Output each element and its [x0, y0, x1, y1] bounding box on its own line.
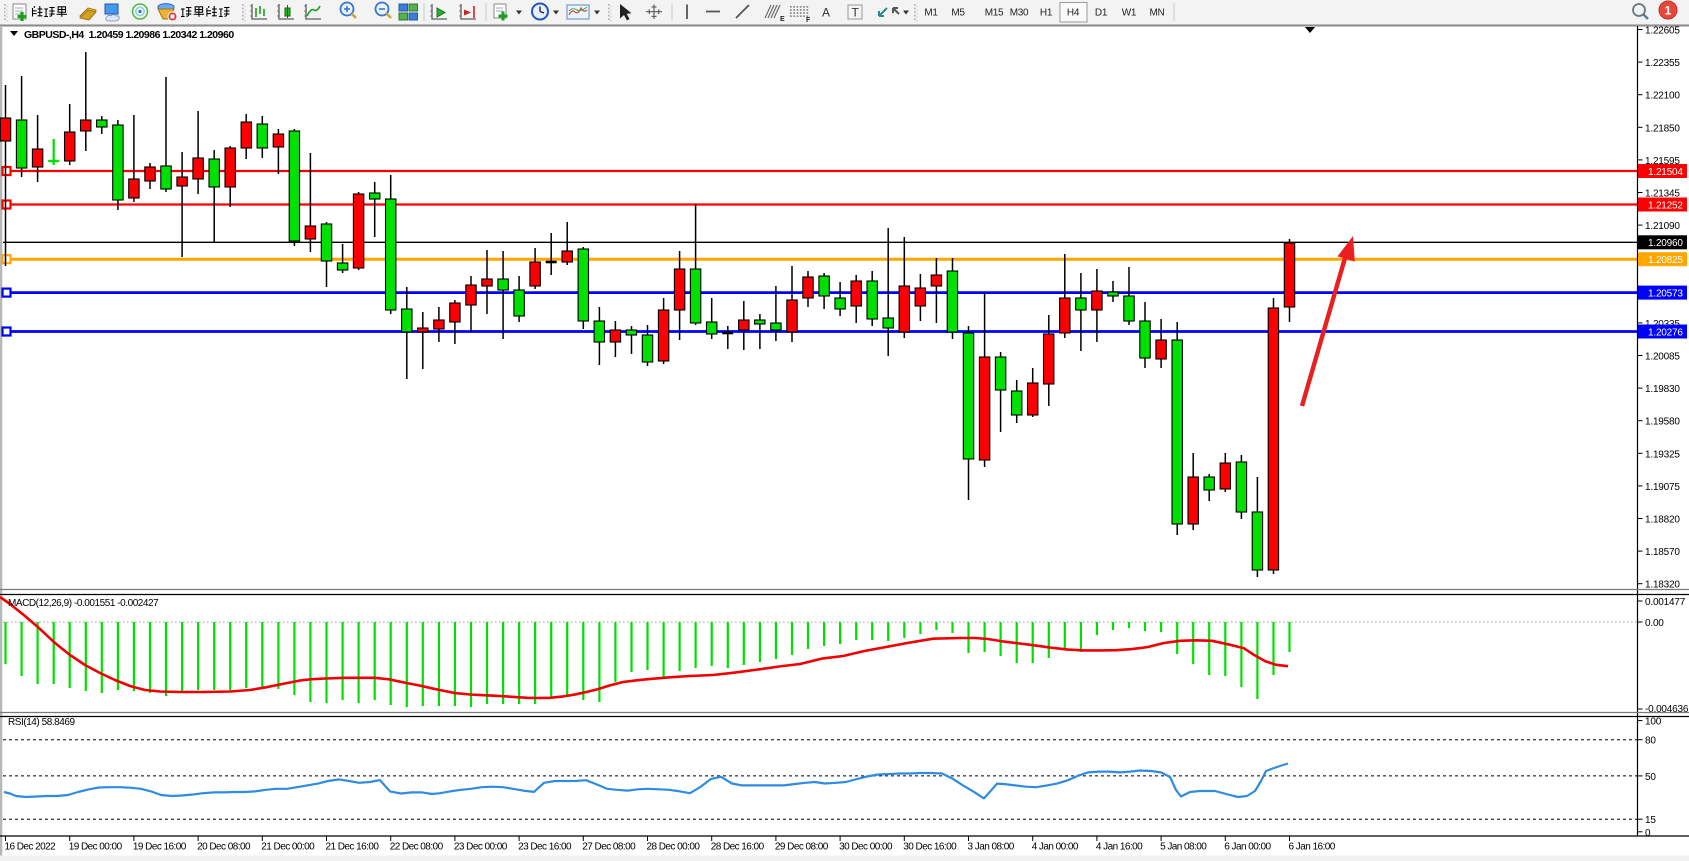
svg-text:16 Dec 2022: 16 Dec 2022	[5, 842, 57, 853]
svg-text:M15: M15	[985, 8, 1004, 19]
svg-text:E: E	[780, 16, 785, 23]
svg-text:-0.004636: -0.004636	[1645, 704, 1689, 715]
svg-text:F: F	[806, 17, 811, 24]
svg-text:1.20085: 1.20085	[1645, 352, 1680, 363]
svg-text:1.20276: 1.20276	[1648, 327, 1683, 338]
svg-text:6 Jan 00:00: 6 Jan 00:00	[1224, 842, 1271, 853]
svg-text:1.19830: 1.19830	[1645, 384, 1680, 395]
svg-text:RSI(14) 58.8469: RSI(14) 58.8469	[8, 717, 76, 728]
svg-text:22 Dec 08:00: 22 Dec 08:00	[390, 842, 444, 853]
svg-text:6 Jan 16:00: 6 Jan 16:00	[1289, 842, 1336, 853]
svg-text:H4: H4	[1067, 8, 1080, 19]
svg-text:MN: MN	[1150, 8, 1165, 19]
svg-text:30 Dec 00:00: 30 Dec 00:00	[839, 842, 893, 853]
svg-text:0.001477: 0.001477	[1645, 597, 1686, 608]
svg-text:M5: M5	[951, 8, 965, 19]
svg-text:H1: H1	[1040, 8, 1053, 19]
svg-text:M30: M30	[1010, 8, 1029, 19]
svg-text:28 Dec 16:00: 28 Dec 16:00	[711, 842, 765, 853]
svg-text:1: 1	[1665, 4, 1672, 18]
svg-text:1.19075: 1.19075	[1645, 482, 1680, 493]
svg-text:4 Jan 16:00: 4 Jan 16:00	[1096, 842, 1143, 853]
svg-text:100: 100	[1645, 717, 1662, 728]
svg-text:1.18320: 1.18320	[1645, 580, 1680, 591]
svg-text:GBPUSD-,H4 1.20459 1.20986 1.: GBPUSD-,H4 1.20459 1.20986 1.20342 1.209…	[24, 29, 234, 41]
svg-text:1.21090: 1.21090	[1645, 221, 1680, 232]
svg-text:50: 50	[1645, 772, 1656, 783]
svg-text:0.00: 0.00	[1645, 618, 1664, 629]
svg-text:30 Dec 16:00: 30 Dec 16:00	[903, 842, 957, 853]
svg-text:27 Dec 08:00: 27 Dec 08:00	[582, 842, 636, 853]
svg-text:19 Dec 00:00: 19 Dec 00:00	[69, 842, 123, 853]
svg-text:1.22100: 1.22100	[1645, 91, 1680, 102]
svg-text:29 Dec 08:00: 29 Dec 08:00	[775, 842, 829, 853]
svg-text:4 Jan 00:00: 4 Jan 00:00	[1032, 842, 1079, 853]
svg-text:19 Dec 16:00: 19 Dec 16:00	[133, 842, 187, 853]
svg-text:28 Dec 00:00: 28 Dec 00:00	[647, 842, 701, 853]
svg-text:3 Jan 08:00: 3 Jan 08:00	[968, 842, 1015, 853]
svg-text:80: 80	[1645, 736, 1656, 747]
svg-text:M1: M1	[924, 8, 938, 19]
svg-text:1.18570: 1.18570	[1645, 547, 1680, 558]
svg-text:1.21504: 1.21504	[1648, 167, 1683, 178]
svg-text:21 Dec 00:00: 21 Dec 00:00	[261, 842, 315, 853]
svg-text:23 Dec 16:00: 23 Dec 16:00	[518, 842, 572, 853]
svg-text:1.20573: 1.20573	[1648, 288, 1683, 299]
svg-text:1.22355: 1.22355	[1645, 58, 1680, 69]
svg-text:W1: W1	[1122, 8, 1137, 19]
svg-text:15: 15	[1645, 815, 1656, 826]
svg-text:1.21595: 1.21595	[1645, 156, 1680, 167]
svg-text:21 Dec 16:00: 21 Dec 16:00	[326, 842, 380, 853]
svg-text:MACD(12,26,9) -0.001551 -0.002: MACD(12,26,9) -0.001551 -0.002427	[8, 598, 159, 609]
svg-text:1.22605: 1.22605	[1645, 26, 1680, 37]
svg-text:1.20960: 1.20960	[1648, 238, 1683, 249]
svg-text:5 Jan 08:00: 5 Jan 08:00	[1160, 842, 1207, 853]
svg-text:1.21345: 1.21345	[1645, 189, 1680, 200]
svg-text:1.18820: 1.18820	[1645, 515, 1680, 526]
svg-text:0: 0	[1645, 828, 1651, 839]
svg-text:1.21252: 1.21252	[1648, 200, 1683, 211]
svg-text:1.19580: 1.19580	[1645, 417, 1680, 428]
svg-text:1.21850: 1.21850	[1645, 123, 1680, 134]
svg-text:1.19325: 1.19325	[1645, 449, 1680, 460]
svg-text:A: A	[822, 6, 830, 20]
svg-text:T: T	[852, 6, 860, 20]
svg-text:1.20825: 1.20825	[1648, 255, 1683, 266]
svg-text:20 Dec 08:00: 20 Dec 08:00	[197, 842, 251, 853]
svg-text:D1: D1	[1095, 8, 1108, 19]
svg-text:1.20335: 1.20335	[1645, 319, 1680, 330]
svg-text:23 Dec 00:00: 23 Dec 00:00	[454, 842, 508, 853]
